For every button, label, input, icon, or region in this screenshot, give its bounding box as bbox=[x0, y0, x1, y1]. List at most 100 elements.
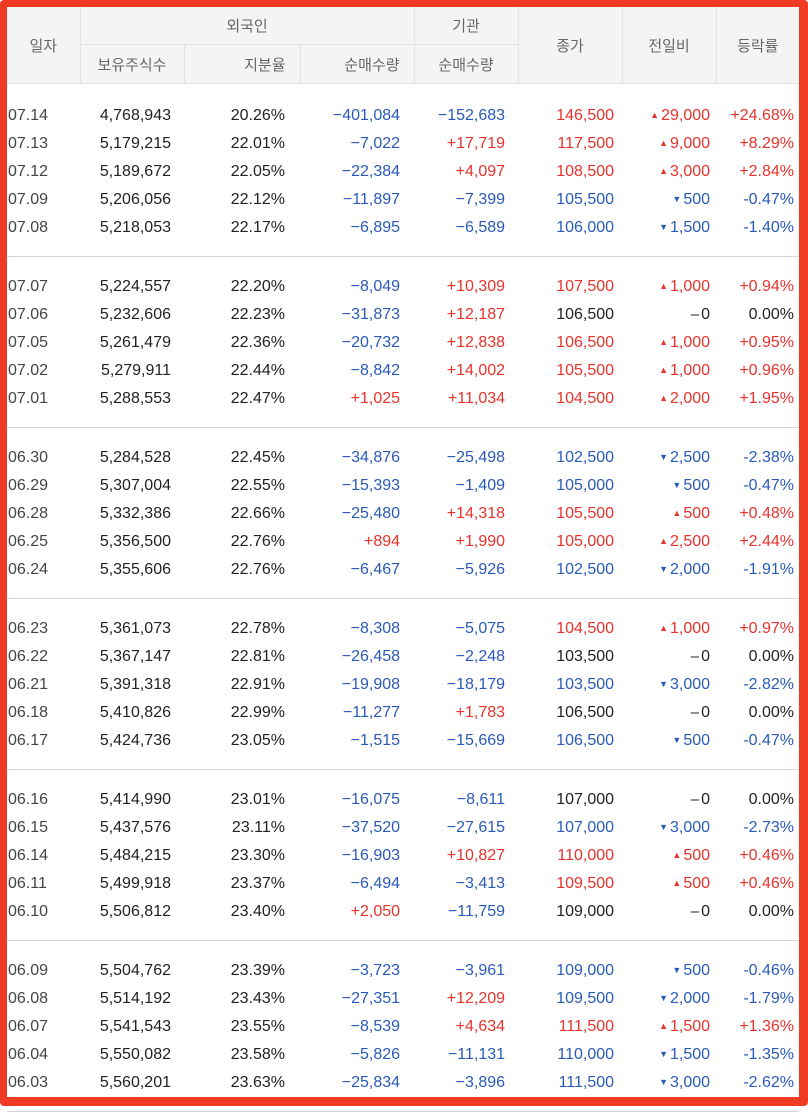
holding-ratio-cell: 22.76% bbox=[230, 533, 285, 550]
foreign-net-cell: −16,075 bbox=[341, 791, 401, 808]
close-price-cell: 111,500 bbox=[558, 1018, 615, 1035]
change-rate-cell: -2.38% bbox=[743, 449, 795, 466]
held-shares-cell: 5,355,606 bbox=[99, 561, 171, 578]
inst-net-cell: −25,498 bbox=[446, 449, 506, 466]
change-rate-cell: +0.96% bbox=[739, 362, 795, 379]
change-value: 3,000 bbox=[669, 1074, 711, 1091]
change-cell: ▼ 500 bbox=[622, 957, 716, 985]
triangle-up-icon: ▲ bbox=[659, 365, 668, 375]
close-price-cell: 110,000 bbox=[557, 847, 615, 864]
foreign-net-cell: +2,050 bbox=[350, 903, 401, 920]
change-value: 500 bbox=[683, 875, 711, 892]
date-cell: 07.02 bbox=[8, 362, 49, 379]
date-cell: 06.29 bbox=[8, 477, 49, 494]
change-value: 500 bbox=[683, 505, 711, 522]
holding-ratio-cell: 22.81% bbox=[230, 648, 285, 665]
change-rate-cell: -1.40% bbox=[743, 219, 795, 236]
table-row: 07.05 5,261,479 22.36% −20,732 +12,838 106,50… bbox=[7, 329, 799, 357]
change-cell: ▲ 1,000 bbox=[622, 273, 716, 301]
change-rate-cell: -2.62% bbox=[743, 1074, 795, 1091]
close-price-cell: 117,500 bbox=[557, 135, 615, 152]
date-cell: 06.08 bbox=[8, 990, 49, 1007]
foreign-net-cell: −22,384 bbox=[341, 163, 401, 180]
table-row: 07.06 5,232,606 22.23% −31,873 +12,187 106,50… bbox=[7, 301, 799, 329]
held-shares-cell: 5,232,606 bbox=[99, 306, 171, 323]
group-divider bbox=[7, 1097, 800, 1112]
change-value: 3,000 bbox=[669, 819, 711, 836]
header-inst-net: 순매수량 bbox=[413, 44, 519, 84]
change-rate-cell: +0.95% bbox=[739, 334, 795, 351]
inst-net-cell: −11,131 bbox=[447, 1046, 506, 1063]
table-row: 07.14 4,768,943 20.26% −401,084 −152,683 146,… bbox=[7, 102, 799, 130]
change-cell: ▲ 500 bbox=[622, 500, 716, 528]
close-price-cell: 109,500 bbox=[556, 990, 615, 1007]
holding-ratio-cell: 23.63% bbox=[230, 1074, 285, 1091]
table-row: 06.04 5,550,082 23.58% −5,826 −11,131 110,000… bbox=[7, 1041, 799, 1069]
triangle-down-icon: ▼ bbox=[659, 822, 668, 832]
foreign-net-cell: −8,842 bbox=[350, 362, 401, 379]
triangle-up-icon: ▲ bbox=[672, 850, 682, 860]
held-shares-cell: 5,356,500 bbox=[99, 533, 171, 550]
date-cell: 07.01 bbox=[8, 390, 49, 407]
held-shares-cell: 5,550,082 bbox=[99, 1046, 171, 1063]
change-cell: ▼ 3,000 bbox=[622, 814, 716, 842]
inst-net-cell: −11,759 bbox=[447, 903, 506, 920]
close-price-cell: 105,500 bbox=[556, 362, 615, 379]
change-value: 2,000 bbox=[669, 390, 711, 407]
change-rate-cell: -0.47% bbox=[743, 732, 795, 749]
holding-ratio-cell: 22.23% bbox=[230, 306, 285, 323]
inst-net-cell: −18,179 bbox=[446, 676, 506, 693]
triangle-down-icon: ▼ bbox=[659, 222, 668, 232]
flat-dash-icon: – bbox=[690, 704, 700, 721]
change-rate-cell: +0.46% bbox=[739, 847, 795, 864]
change-value: 1,500 bbox=[669, 219, 711, 236]
change-value: 9,000 bbox=[669, 135, 711, 152]
date-cell: 07.12 bbox=[8, 163, 49, 180]
date-cell: 06.10 bbox=[8, 903, 49, 920]
change-value: 500 bbox=[683, 191, 711, 208]
change-value: 3,000 bbox=[669, 163, 711, 180]
close-price-cell: 106,500 bbox=[556, 704, 615, 721]
change-cell: ▲ 500 bbox=[622, 870, 716, 898]
change-cell: ▼ 1,500 bbox=[622, 214, 716, 242]
change-rate-cell: 0.00% bbox=[748, 791, 795, 808]
holding-ratio-cell: 22.45% bbox=[230, 449, 285, 466]
foreign-net-cell: −5,826 bbox=[350, 1046, 401, 1063]
foreign-net-cell: −15,393 bbox=[341, 477, 401, 494]
header-foreign-net: 순매수량 bbox=[299, 44, 415, 84]
change-value: 1,000 bbox=[669, 362, 711, 379]
held-shares-cell: 5,367,147 bbox=[99, 648, 171, 665]
inst-net-cell: −5,075 bbox=[455, 620, 506, 637]
triangle-up-icon: ▲ bbox=[659, 393, 668, 403]
triangle-down-icon: ▼ bbox=[672, 735, 682, 745]
foreign-net-cell: −1,515 bbox=[350, 732, 401, 749]
foreign-net-cell: −401,084 bbox=[332, 107, 401, 124]
foreign-net-cell: −31,873 bbox=[341, 306, 401, 323]
investor-trading-table: 일자 외국인 기관 종가 전일비 등락률 보유주식수 지분율 순매수량 순매수량… bbox=[7, 7, 800, 1112]
date-cell: 07.06 bbox=[8, 306, 49, 323]
change-cell: ▼ 2,500 bbox=[622, 444, 716, 472]
held-shares-cell: 5,414,990 bbox=[99, 791, 171, 808]
foreign-net-cell: −16,903 bbox=[341, 847, 401, 864]
triangle-up-icon: ▲ bbox=[659, 337, 668, 347]
holding-ratio-cell: 22.47% bbox=[230, 390, 285, 407]
holding-ratio-cell: 23.30% bbox=[230, 847, 285, 864]
change-rate-cell: +24.68% bbox=[730, 107, 795, 124]
holding-ratio-cell: 20.26% bbox=[230, 107, 285, 124]
inst-net-cell: +1,783 bbox=[455, 704, 506, 721]
change-value: 2,500 bbox=[669, 449, 711, 466]
spacer-cell bbox=[7, 941, 799, 958]
holding-ratio-cell: 23.05% bbox=[230, 732, 285, 749]
triangle-down-icon: ▼ bbox=[659, 679, 668, 689]
foreign-net-cell: −25,834 bbox=[341, 1074, 401, 1091]
table-row: 07.01 5,288,553 22.47% +1,025 +11,034 104,500… bbox=[7, 385, 799, 413]
table-row: 06.09 5,504,762 23.39% −3,723 −3,961 109,000 ▼… bbox=[7, 957, 799, 985]
change-value: 500 bbox=[683, 847, 711, 864]
table-row: 06.24 5,355,606 22.76% −6,467 −5,926 102,500 ▼… bbox=[7, 556, 799, 584]
date-cell: 06.30 bbox=[8, 449, 49, 466]
held-shares-cell: 5,179,215 bbox=[99, 135, 171, 152]
inst-net-cell: +17,719 bbox=[446, 135, 506, 152]
inst-net-cell: +14,002 bbox=[446, 362, 506, 379]
triangle-down-icon: ▼ bbox=[659, 452, 668, 462]
inst-net-cell: −152,683 bbox=[437, 107, 506, 124]
